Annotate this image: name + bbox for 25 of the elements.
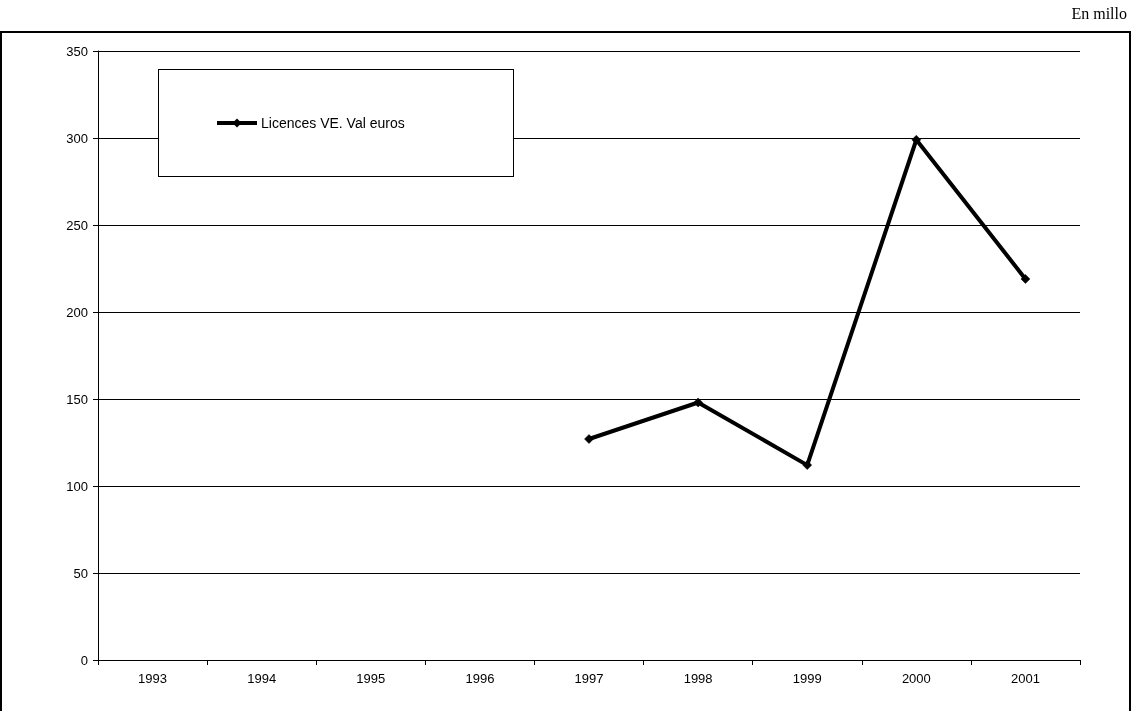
legend: Licences VE. Val euros [158,69,514,177]
y-tick-label: 350 [66,43,88,59]
text: En millo [1071,4,1127,24]
y-tick-label: 250 [66,217,88,233]
x-tick-label: 1996 [465,671,495,686]
legend-label: Licences VE. Val euros [261,115,405,131]
x-tick-label: 1995 [356,671,386,686]
x-tick-label: 2001 [1010,671,1040,686]
x-tick-label: 1998 [683,671,713,686]
point [693,397,703,408]
x-tick-label: 2000 [901,671,931,686]
x-tick-label: 1993 [138,671,168,686]
y-tick-label: 200 [66,304,88,320]
y-tick-label: 50 [73,565,88,581]
x-tick-label: 1997 [574,671,604,686]
x-tick-label: 1999 [792,671,822,686]
y-tick-label: 100 [66,478,88,494]
y-tick-label: 0 [80,652,88,668]
y-tick-label: 150 [66,391,88,407]
y-tick-label: 300 [66,130,88,146]
point [911,134,922,145]
point [802,460,812,470]
point [1020,274,1031,284]
point [584,434,594,444]
x-tick-label: 1994 [247,671,277,686]
